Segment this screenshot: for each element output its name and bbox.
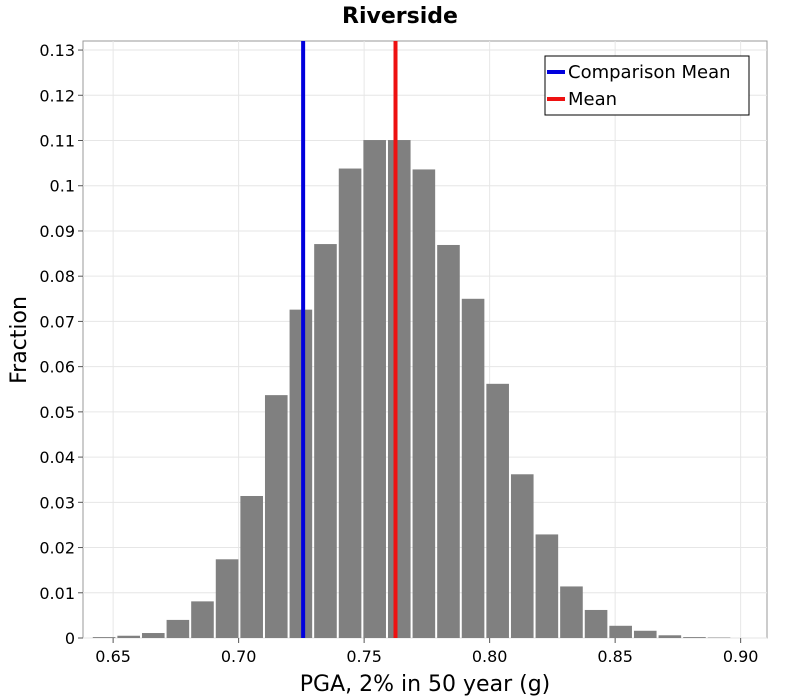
y-tick-label: 0.07: [39, 312, 75, 331]
histogram-bar: [633, 630, 657, 638]
histogram-bar: [289, 309, 313, 638]
y-tick-label: 0.04: [39, 448, 75, 467]
histogram-bar: [338, 168, 362, 639]
histogram-bar: [240, 495, 263, 638]
y-tick-label: 0.03: [39, 493, 75, 512]
histogram-bar: [658, 635, 682, 638]
histogram-bar: [535, 534, 559, 638]
histogram-bar: [584, 609, 608, 638]
histogram-bar: [461, 298, 485, 638]
histogram-bar: [363, 140, 386, 638]
legend: Comparison Mean Mean: [544, 55, 750, 116]
x-tick-label: 0.80: [472, 647, 508, 666]
histogram-bar: [510, 474, 534, 638]
histogram-bar: [215, 559, 239, 638]
x-tick-label: 0.65: [95, 647, 131, 666]
y-tick-label: 0: [65, 629, 75, 648]
histogram-bar: [560, 586, 583, 638]
x-tick-label: 0.90: [723, 647, 759, 666]
histogram-bar: [412, 169, 436, 639]
chart-title: Riverside: [342, 4, 458, 29]
legend-comparison-mean-label: Comparison Mean: [568, 62, 731, 83]
histogram-bar: [314, 244, 337, 639]
x-axis-label: PGA, 2% in 50 year (g): [300, 672, 551, 697]
histogram-bar: [683, 637, 706, 638]
x-tick-label: 0.75: [346, 647, 382, 666]
y-tick-label: 0.05: [39, 403, 75, 422]
y-tick-label: 0.01: [39, 584, 75, 603]
legend-box: [544, 55, 750, 116]
histogram-bar: [92, 637, 116, 638]
histogram-bar: [141, 633, 165, 638]
histogram-bar: [609, 625, 632, 638]
y-tick-label: 0.11: [39, 132, 75, 151]
histogram-bar: [117, 635, 140, 638]
y-axis-label: Fraction: [7, 296, 32, 384]
histogram-bar: [191, 601, 214, 638]
histogram-bar: [486, 383, 509, 638]
x-tick-label: 0.85: [597, 647, 633, 666]
y-tick-label: 0.1: [50, 177, 75, 196]
histogram-bar: [437, 244, 460, 638]
y-tick-label: 0.06: [39, 358, 75, 377]
histogram-bar: [166, 619, 190, 638]
y-tick-label: 0.12: [39, 86, 75, 105]
y-tick-label: 0.13: [39, 41, 75, 60]
histogram-bar: [387, 140, 411, 638]
x-tick-label: 0.70: [221, 647, 257, 666]
legend-mean-label: Mean: [568, 89, 617, 110]
y-tick-label: 0.08: [39, 267, 75, 286]
mean-lines: [301, 41, 398, 638]
histogram-bar: [264, 395, 288, 638]
y-tick-label: 0.09: [39, 222, 75, 241]
y-tick-label: 0.02: [39, 539, 75, 558]
axis-ticks: 0 0.01 0.02 0.03 0.04 0.05 0.06 0.07 0.08 0.09 0.1…: [39, 41, 758, 666]
